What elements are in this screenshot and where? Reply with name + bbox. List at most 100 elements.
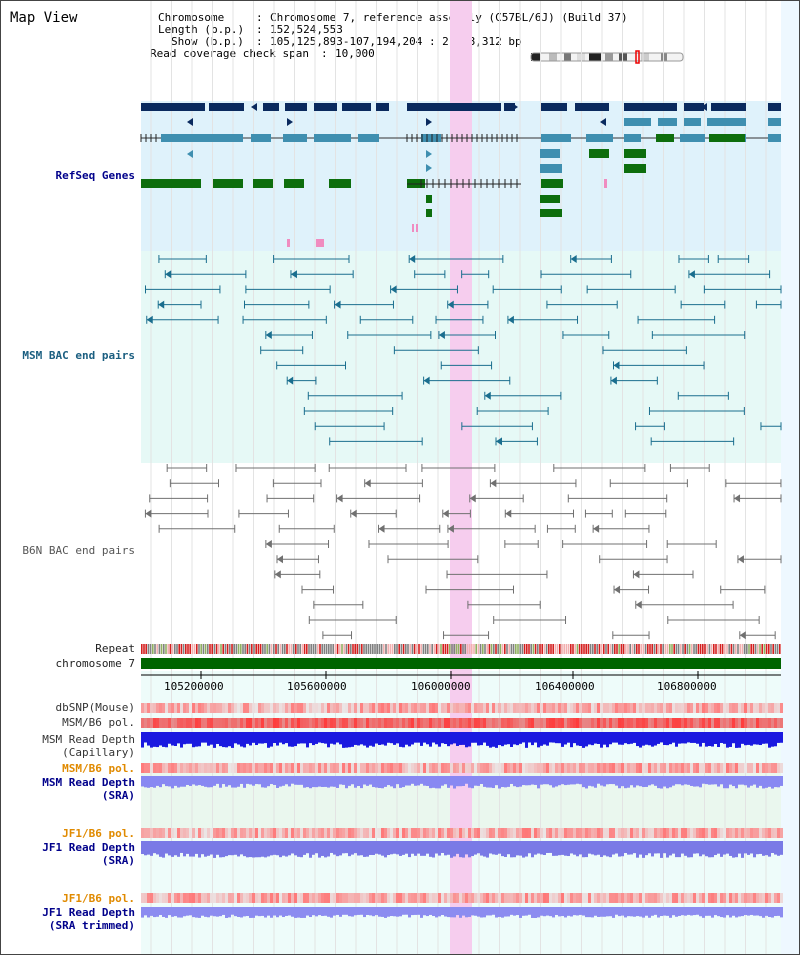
repeat-element — [559, 644, 561, 654]
repeat-element — [358, 644, 361, 654]
polymorphism-cell — [405, 718, 408, 728]
read-depth-bar — [147, 776, 150, 788]
read-depth-bar — [456, 732, 459, 746]
bac-end-marker — [593, 524, 600, 533]
polymorphism-cell — [426, 703, 429, 713]
polymorphism-cell — [708, 828, 711, 838]
polymorphism-cell — [432, 828, 435, 838]
read-depth-bar — [291, 841, 294, 854]
polymorphism-cell — [423, 893, 426, 903]
polymorphism-cell — [573, 763, 576, 773]
polymorphism-cell — [705, 718, 708, 728]
repeat-element — [468, 644, 471, 654]
read-depth-bar — [351, 776, 354, 785]
polymorphism-cell — [366, 763, 369, 773]
read-depth-bar — [195, 732, 198, 747]
polymorphism-cell — [741, 828, 744, 838]
read-depth-bar — [510, 732, 513, 747]
read-depth-bar — [747, 841, 750, 855]
repeat-element — [541, 644, 543, 654]
read-depth-bar — [708, 776, 711, 785]
polymorphism-cell — [378, 703, 381, 713]
repeat-element — [171, 644, 174, 654]
polymorphism-cell — [330, 718, 333, 728]
read-depth-bar — [693, 841, 696, 854]
read-depth-bar — [177, 841, 180, 857]
polymorphism-cell — [627, 718, 630, 728]
read-depth-bar — [573, 732, 576, 744]
polymorphism-cell — [291, 718, 294, 728]
read-depth-bar — [246, 776, 249, 784]
read-depth-bar — [714, 776, 717, 785]
polymorphism-cell — [762, 893, 765, 903]
read-depth-bar — [537, 841, 540, 854]
polymorphism-cell — [507, 828, 510, 838]
polymorphism-cell — [513, 718, 516, 728]
polymorphism-cell — [504, 763, 507, 773]
polymorphism-cell — [414, 703, 417, 713]
polymorphism-cell — [471, 828, 474, 838]
read-depth-bar — [276, 732, 279, 746]
read-depth-bar — [552, 907, 555, 918]
repeat-element — [647, 644, 649, 654]
polymorphism-cell — [444, 893, 447, 903]
read-depth-bar — [606, 841, 609, 857]
polymorphism-cell — [483, 703, 486, 713]
repeat-element — [724, 644, 726, 654]
repeat-element — [449, 644, 451, 654]
polymorphism-cell — [360, 893, 363, 903]
polymorphism-cell — [597, 703, 600, 713]
read-depth-bar — [177, 732, 180, 744]
read-depth-bar — [600, 841, 603, 857]
read-depth-bar — [231, 841, 234, 856]
read-depth-bar — [534, 732, 537, 743]
polymorphism-cell — [498, 763, 501, 773]
read-depth-bar — [402, 776, 405, 788]
read-depth-bar — [372, 732, 375, 747]
repeat-element — [314, 644, 317, 654]
read-depth-bar — [333, 732, 336, 745]
repeat-element — [611, 644, 614, 654]
read-depth-bar — [411, 732, 414, 745]
read-depth-bar — [618, 732, 621, 745]
polymorphism-cell — [378, 828, 381, 838]
polymorphism-cell — [300, 763, 303, 773]
read-depth-bar — [549, 841, 552, 853]
repeat-element — [779, 644, 781, 654]
repeat-element — [218, 644, 220, 654]
polymorphism-cell — [690, 893, 693, 903]
polymorphism-cell — [510, 828, 513, 838]
repeat-element — [440, 644, 442, 654]
read-depth-bar — [207, 841, 210, 856]
polymorphism-cell — [618, 828, 621, 838]
read-depth-bar — [768, 841, 771, 857]
polymorphism-cell — [447, 763, 450, 773]
polymorphism-cell — [669, 763, 672, 773]
read-depth-bar — [258, 841, 261, 858]
read-depth-bar — [501, 841, 504, 857]
repeat-element — [550, 644, 552, 654]
read-depth-bar — [333, 841, 336, 855]
polymorphism-cell — [333, 718, 336, 728]
read-depth-bar — [243, 907, 246, 917]
polymorphism-cell — [228, 893, 231, 903]
read-depth-bar — [645, 907, 648, 916]
read-depth-bar — [180, 732, 183, 748]
read-depth-bar — [564, 907, 567, 918]
read-depth-bar — [741, 907, 744, 917]
polymorphism-cell — [363, 703, 366, 713]
polymorphism-cell — [144, 763, 147, 773]
polymorphism-cell — [780, 703, 783, 713]
polymorphism-cell — [603, 893, 606, 903]
read-depth-bar — [657, 841, 660, 854]
read-depth-bar — [453, 841, 456, 857]
polymorphism-cell — [699, 703, 702, 713]
read-depth-bar — [390, 841, 393, 855]
polymorphism-cell — [693, 828, 696, 838]
repeat-element — [350, 644, 352, 654]
read-depth-bar — [591, 841, 594, 855]
read-depth-bar — [747, 907, 750, 916]
read-depth-bar — [726, 907, 729, 916]
read-depth-bar — [321, 732, 324, 744]
